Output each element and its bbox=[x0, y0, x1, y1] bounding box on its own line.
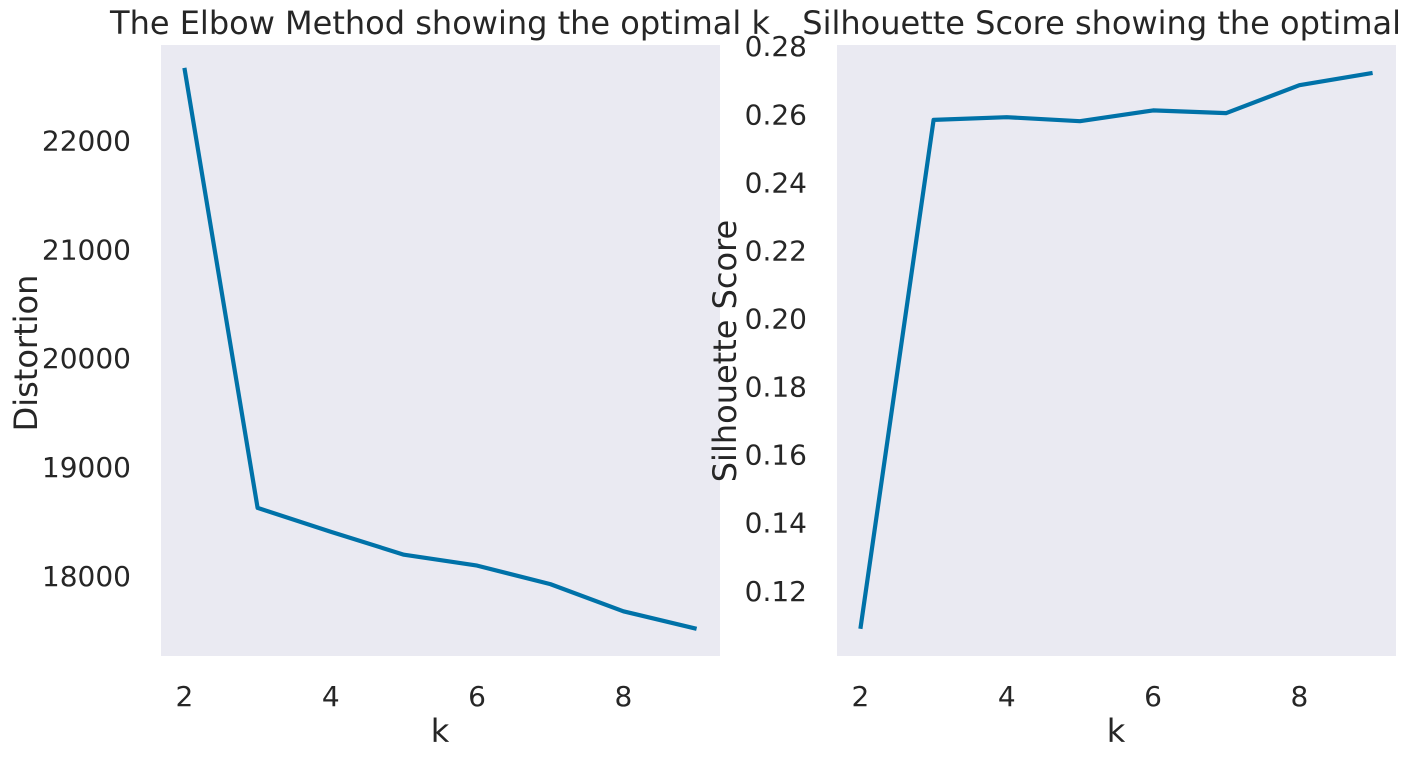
silhouette-x-axis-label: k bbox=[1107, 712, 1126, 750]
elbow-y-tick-label: 20000 bbox=[42, 342, 131, 375]
silhouette-x-tick-label: 2 bbox=[851, 680, 869, 713]
elbow-y-tick-label: 18000 bbox=[42, 560, 131, 593]
silhouette-y-tick-label: 0.26 bbox=[745, 98, 807, 131]
elbow-series-line bbox=[182, 67, 698, 631]
elbow-y-axis-label: Distortion bbox=[7, 275, 45, 432]
elbow-x-tick-label: 8 bbox=[615, 680, 633, 713]
silhouette-y-tick-label: 0.16 bbox=[745, 439, 807, 472]
elbow-series bbox=[182, 67, 698, 631]
elbow-y-tick-label: 22000 bbox=[42, 124, 131, 157]
silhouette-y-axis-label: Silhouette Score bbox=[706, 220, 744, 483]
elbow-y-tick-label: 21000 bbox=[42, 233, 131, 266]
silhouette-y-tick-label: 0.20 bbox=[745, 303, 807, 336]
elbow-x-axis-label: k bbox=[431, 712, 450, 750]
silhouette-chart-title: Silhouette Score showing the optimal k bbox=[802, 4, 1413, 42]
silhouette-y-tick-label: 0.14 bbox=[745, 507, 807, 540]
elbow-chart-title: The Elbow Method showing the optimal k bbox=[109, 4, 770, 42]
silhouette-y-tick-label: 0.28 bbox=[745, 30, 807, 63]
elbow-x-tick-label: 6 bbox=[468, 680, 486, 713]
silhouette-y-ticks: 0.12 0.14 0.16 0.18 0.20 0.22 0.24 0.26 0.28 bbox=[745, 30, 807, 608]
silhouette-y-tick-label: 0.24 bbox=[745, 166, 807, 199]
silhouette-y-tick-label: 0.22 bbox=[745, 234, 807, 267]
elbow-x-ticks: 2 4 6 8 bbox=[175, 680, 632, 713]
silhouette-y-tick-label: 0.12 bbox=[745, 575, 807, 608]
elbow-y-tick-label: 19000 bbox=[42, 451, 131, 484]
silhouette-x-tick-label: 4 bbox=[998, 680, 1016, 713]
silhouette-plot-area bbox=[837, 45, 1396, 656]
silhouette-x-ticks: 2 4 6 8 bbox=[851, 680, 1308, 713]
elbow-chart: 18000 19000 20000 21000 22000 2 4 6 8 The Elbow… bbox=[7, 4, 770, 750]
elbow-y-ticks: 18000 19000 20000 21000 22000 bbox=[42, 124, 131, 593]
silhouette-series bbox=[858, 70, 1373, 630]
silhouette-x-tick-label: 6 bbox=[1144, 680, 1162, 713]
silhouette-series-line bbox=[858, 70, 1373, 630]
silhouette-x-tick-label: 8 bbox=[1291, 680, 1309, 713]
silhouette-y-tick-label: 0.18 bbox=[745, 371, 807, 404]
elbow-plot-area bbox=[161, 45, 720, 656]
elbow-x-tick-label: 2 bbox=[175, 680, 193, 713]
elbow-x-tick-label: 4 bbox=[322, 680, 340, 713]
silhouette-chart: 0.12 0.14 0.16 0.18 0.20 0.22 0.24 0.26 0.28 2 4 6… bbox=[706, 4, 1413, 750]
